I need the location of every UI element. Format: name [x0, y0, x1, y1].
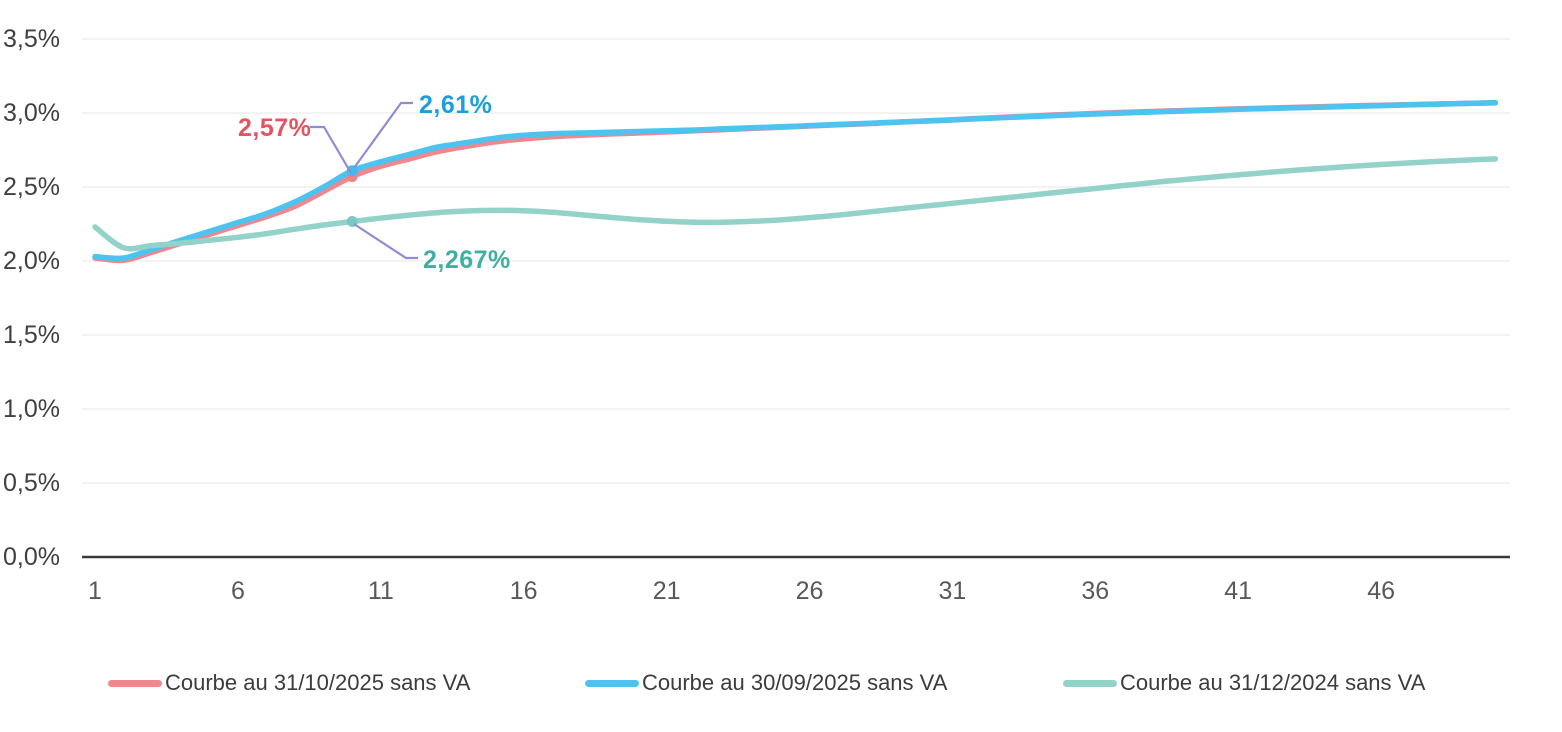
legend-item-label: Courbe au 31/12/2024 sans VA	[1120, 670, 1426, 695]
y-tick-label: 1,0%	[3, 395, 60, 423]
callout-line-teal	[353, 223, 418, 260]
x-tick-label: 46	[1367, 577, 1395, 605]
y-tick-label: 3,0%	[3, 99, 60, 127]
y-tick-label: 2,5%	[3, 173, 60, 201]
callout-lines	[310, 101, 418, 260]
legend-color-dash	[585, 679, 639, 687]
legend-color-dash	[1063, 679, 1117, 687]
y-tick-label: 2,0%	[3, 247, 60, 275]
callout-line-red	[310, 125, 352, 174]
x-tick-label: 31	[938, 577, 967, 605]
x-tick-label: 26	[795, 577, 824, 605]
x-tick-label: 21	[652, 577, 681, 605]
y-tick-label: 0,5%	[3, 469, 60, 497]
y-tick-label: 3,5%	[3, 25, 60, 53]
x-tick-label: 36	[1081, 577, 1110, 605]
legend-item-1[interactable]: Courbe au 31/10/2025 sans VA	[108, 669, 470, 697]
data-label-blue: 2,61%	[419, 91, 493, 119]
y-tick-label: 0,0%	[3, 543, 60, 571]
y-tick-label: 1,5%	[3, 321, 60, 349]
legend-item-2[interactable]: Courbe au 30/09/2025 sans VA	[585, 669, 947, 697]
data-label-teal: 2,267%	[423, 246, 511, 274]
legend-item-3[interactable]: Courbe au 31/12/2024 sans VA	[1063, 669, 1425, 697]
x-tick-label: 16	[509, 577, 538, 605]
callout-line-blue	[353, 101, 413, 169]
legend-color-dash	[108, 679, 162, 687]
legend-item-label: Courbe au 30/09/2025 sans VA	[642, 670, 948, 695]
data-label-red: 2,57%	[238, 114, 312, 142]
series-line-courbe-au-31-12-2024-sans-va[interactable]	[92, 156, 1499, 252]
legend-item-label: Courbe au 31/10/2025 sans VA	[165, 670, 471, 695]
x-tick-label: 11	[367, 577, 394, 605]
x-tick-label: 41	[1224, 577, 1253, 605]
x-tick-label: 6	[230, 577, 245, 605]
x-tick-label: 1	[88, 577, 102, 605]
series-line-courbe-au-30-09-2025-sans-va[interactable]	[92, 99, 1499, 262]
